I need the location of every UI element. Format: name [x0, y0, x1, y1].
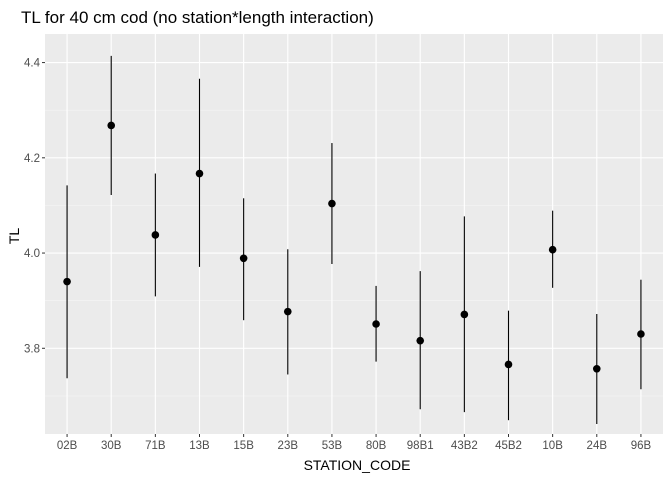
- data-point: [637, 330, 645, 338]
- x-tick-label: 13B: [189, 440, 210, 452]
- chart-title: TL for 40 cm cod (no station*length inte…: [21, 8, 374, 27]
- x-tick-label: 43B2: [451, 440, 478, 452]
- y-tick-label: 4.2: [24, 153, 40, 165]
- x-tick-label: 23B: [278, 440, 299, 452]
- x-tick-label: 10B: [542, 440, 563, 452]
- x-tick-label: 53B: [322, 440, 343, 452]
- x-tick-label: 71B: [145, 440, 166, 452]
- data-point: [107, 121, 116, 130]
- data-point: [151, 231, 160, 239]
- x-tick-label: 98B1: [407, 440, 434, 452]
- y-tick-label: 3.8: [24, 343, 40, 355]
- data-point: [592, 364, 601, 373]
- data-point: [416, 336, 425, 345]
- data-point: [328, 199, 336, 208]
- x-tick-label: 24B: [587, 440, 608, 452]
- data-point: [283, 307, 292, 316]
- data-point: [195, 169, 204, 178]
- data-point: [372, 320, 380, 328]
- minor-gridlines: [45, 109, 663, 397]
- point-estimates: [63, 121, 645, 373]
- x-axis-title: STATION_CODE: [304, 457, 411, 473]
- data-point: [239, 254, 248, 263]
- x-tick-label: 80B: [366, 440, 387, 452]
- y-axis: 3.8 4.0 4.2 4.4: [24, 58, 45, 355]
- y-tick-label: 4.0: [24, 248, 40, 260]
- x-tick-label: 02B: [57, 440, 78, 452]
- x-tick-label: 96B: [631, 440, 652, 452]
- data-point: [504, 360, 513, 369]
- data-point: [460, 310, 469, 319]
- x-axis: 02B 30B 71B 13B 15B 23B 53B 80B 98B1 43B2 45B2 10B 2…: [57, 434, 652, 452]
- x-tick-label: 30B: [101, 440, 122, 452]
- y-tick-label: 4.4: [24, 58, 41, 70]
- x-tick-label: 15B: [233, 440, 254, 452]
- data-point: [63, 277, 71, 286]
- data-point: [548, 245, 557, 254]
- plot-panel: [45, 34, 663, 434]
- x-tick-label: 45B2: [495, 440, 522, 452]
- y-axis-title: TL: [6, 228, 22, 245]
